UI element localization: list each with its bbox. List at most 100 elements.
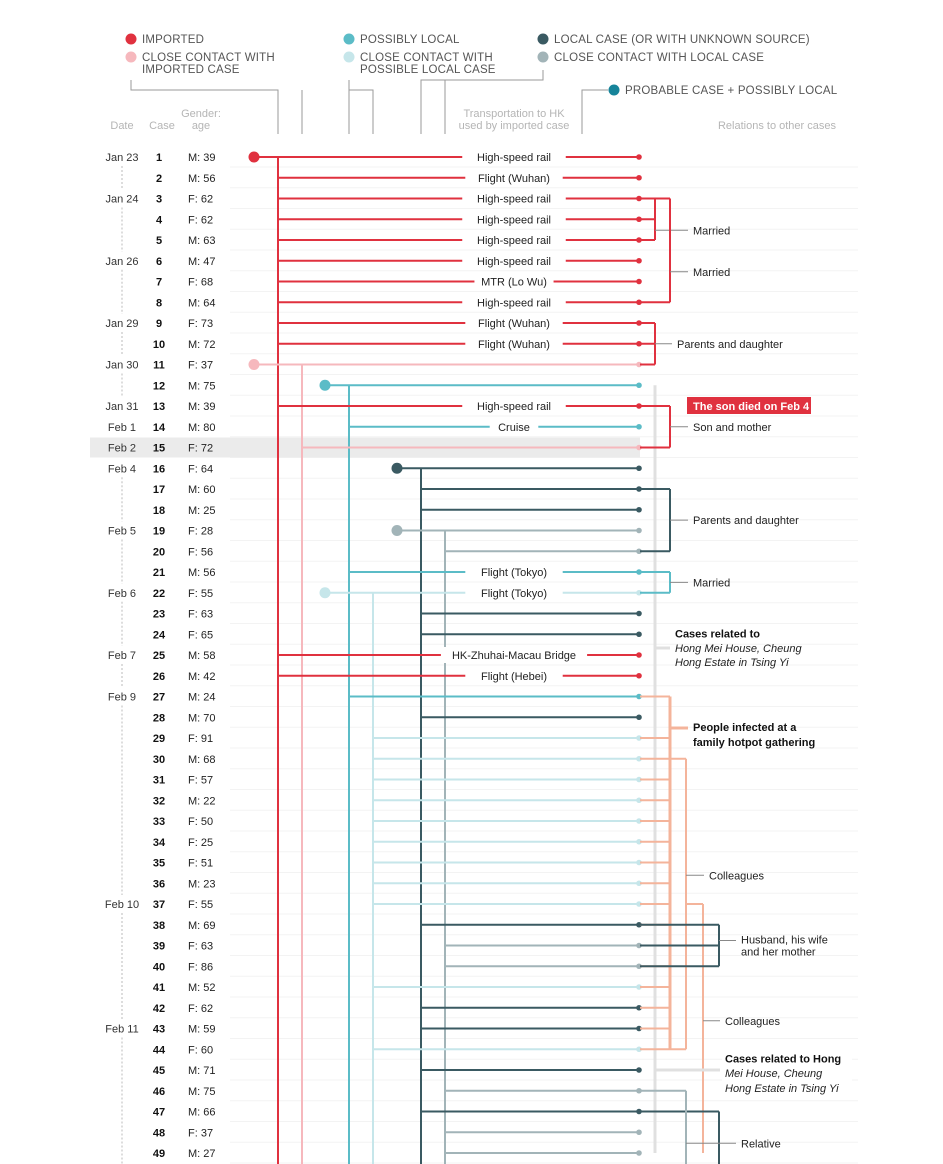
end-dot-8 [636,299,642,306]
gender-age: M: 66 [188,1107,216,1119]
gender-age: F: 86 [188,961,213,973]
start-dot-11 [248,359,260,370]
end-dot-46 [636,1087,642,1094]
transport-bg-7 [474,273,554,290]
end-dot-26 [636,672,642,679]
legend-swatch-imported [125,33,137,45]
gender-age: M: 27 [188,1148,216,1160]
end-dot-11 [636,361,642,368]
gender-age: M: 71 [188,1065,216,1077]
transport-bg-22 [465,584,563,601]
case-number: 41 [153,982,165,994]
date-label: Feb 9 [108,692,136,704]
header-transport-2: used by imported case [459,120,570,132]
case-number: 7 [156,277,162,289]
relation-label-hongmei-1a: Cases related to [675,628,760,640]
end-dot-29 [636,735,642,741]
case-number: 23 [153,609,165,621]
transport-label: Flight (Wuhan) [478,173,550,185]
case-number: 48 [153,1127,165,1139]
legend-bracket-probable [581,89,608,134]
end-dot-6 [636,257,642,264]
relation-label-son-mother: Son and mother [693,422,772,434]
start-dot-12 [319,379,331,391]
relation-label-married-1: Married [693,225,730,237]
transport-label: High-speed rail [477,297,551,309]
case-rows: High-speed rail Jan 23 1 M: 39 Flight (Wuhan… [105,152,576,1164]
end-dot-2 [636,174,642,181]
date-label: Feb 5 [108,526,136,538]
relation-label-hotpot-b: family hotpot gathering [693,737,815,749]
gender-age: M: 39 [188,152,216,164]
case-number: 29 [153,733,165,745]
date-label: Jan 29 [105,318,138,330]
gender-age: F: 55 [188,899,213,911]
legend-swatch-close_local [537,51,549,63]
end-dot-17 [636,486,642,492]
end-dot-13 [636,403,642,409]
case-number: 49 [153,1148,165,1160]
relation-label-colleagues-2: Colleagues [725,1016,781,1028]
end-dot-44 [636,1046,642,1053]
end-dot-37 [636,901,642,907]
case-number: 12 [153,380,165,392]
legend-swatch-close_possibly_local [343,51,355,63]
transport-bg-26 [465,667,563,684]
end-dot-18 [636,506,642,513]
transport-label: Flight (Wuhan) [478,339,550,351]
legend-label-close_imported: IMPORTED CASE [142,64,240,76]
gender-age: M: 22 [188,795,216,807]
end-dot-32 [636,797,642,804]
end-dot-42 [636,1004,642,1011]
date-label: Jan 30 [105,360,138,372]
gender-age: F: 25 [188,837,213,849]
transport-bg-4 [462,211,566,228]
end-dot-39 [636,942,642,949]
case-number: 4 [156,214,163,226]
end-dot-10 [636,340,642,347]
transport-label: High-speed rail [477,194,551,206]
case-number: 10 [153,339,165,351]
start-dot-19 [391,525,403,536]
relation-label-husband-a: Husband, his wife [741,935,828,947]
start-dot-16 [391,462,403,474]
header-transport-1: Transportation to HK [463,108,565,120]
end-dot-15 [636,444,642,451]
gender-age: M: 52 [188,982,216,994]
date-label: Feb 1 [108,422,136,434]
gender-age: M: 58 [188,650,216,662]
end-dot-43 [636,1025,642,1032]
case-number: 34 [153,837,166,849]
end-dot-5 [636,237,642,243]
gender-age: M: 75 [188,380,216,392]
legend-label-imported: IMPORTED [142,34,204,46]
header-relations: Relations to other cases [718,120,837,132]
gender-age: F: 91 [188,733,213,745]
end-dot-22 [636,589,642,596]
start-dot-22 [319,587,331,599]
date-label: Feb 10 [105,899,139,911]
gender-age: M: 59 [188,1024,216,1036]
gender-age: F: 72 [188,443,213,455]
callout-son-died-text: The son died on Feb 4 [693,401,810,413]
transport-label: High-speed rail [477,401,551,413]
gender-age: F: 37 [188,360,213,372]
date-label: Jan 24 [105,194,138,206]
case-number: 27 [153,692,165,704]
legend-label-close_possibly_local: POSSIBLE LOCAL CASE [360,64,496,76]
case-number: 15 [153,443,165,455]
legend-bracket-imported [130,80,279,134]
network-lines [248,149,704,1164]
transport-label: MTR (Lo Wu) [481,277,547,289]
end-dot-24 [636,631,642,638]
case-number: 28 [153,712,165,724]
legend-label-close_local: CLOSE CONTACT WITH LOCAL CASE [554,52,764,64]
legend-label-possibly_local: POSSIBLY LOCAL [360,34,460,46]
gender-age: M: 68 [188,754,216,766]
gender-age: F: 50 [188,816,213,828]
header-gender-age-1: Gender: [181,108,221,120]
case-number: 9 [156,318,162,330]
case-number: 32 [153,795,165,807]
legend-label-close_possibly_local: CLOSE CONTACT WITH [360,52,493,64]
